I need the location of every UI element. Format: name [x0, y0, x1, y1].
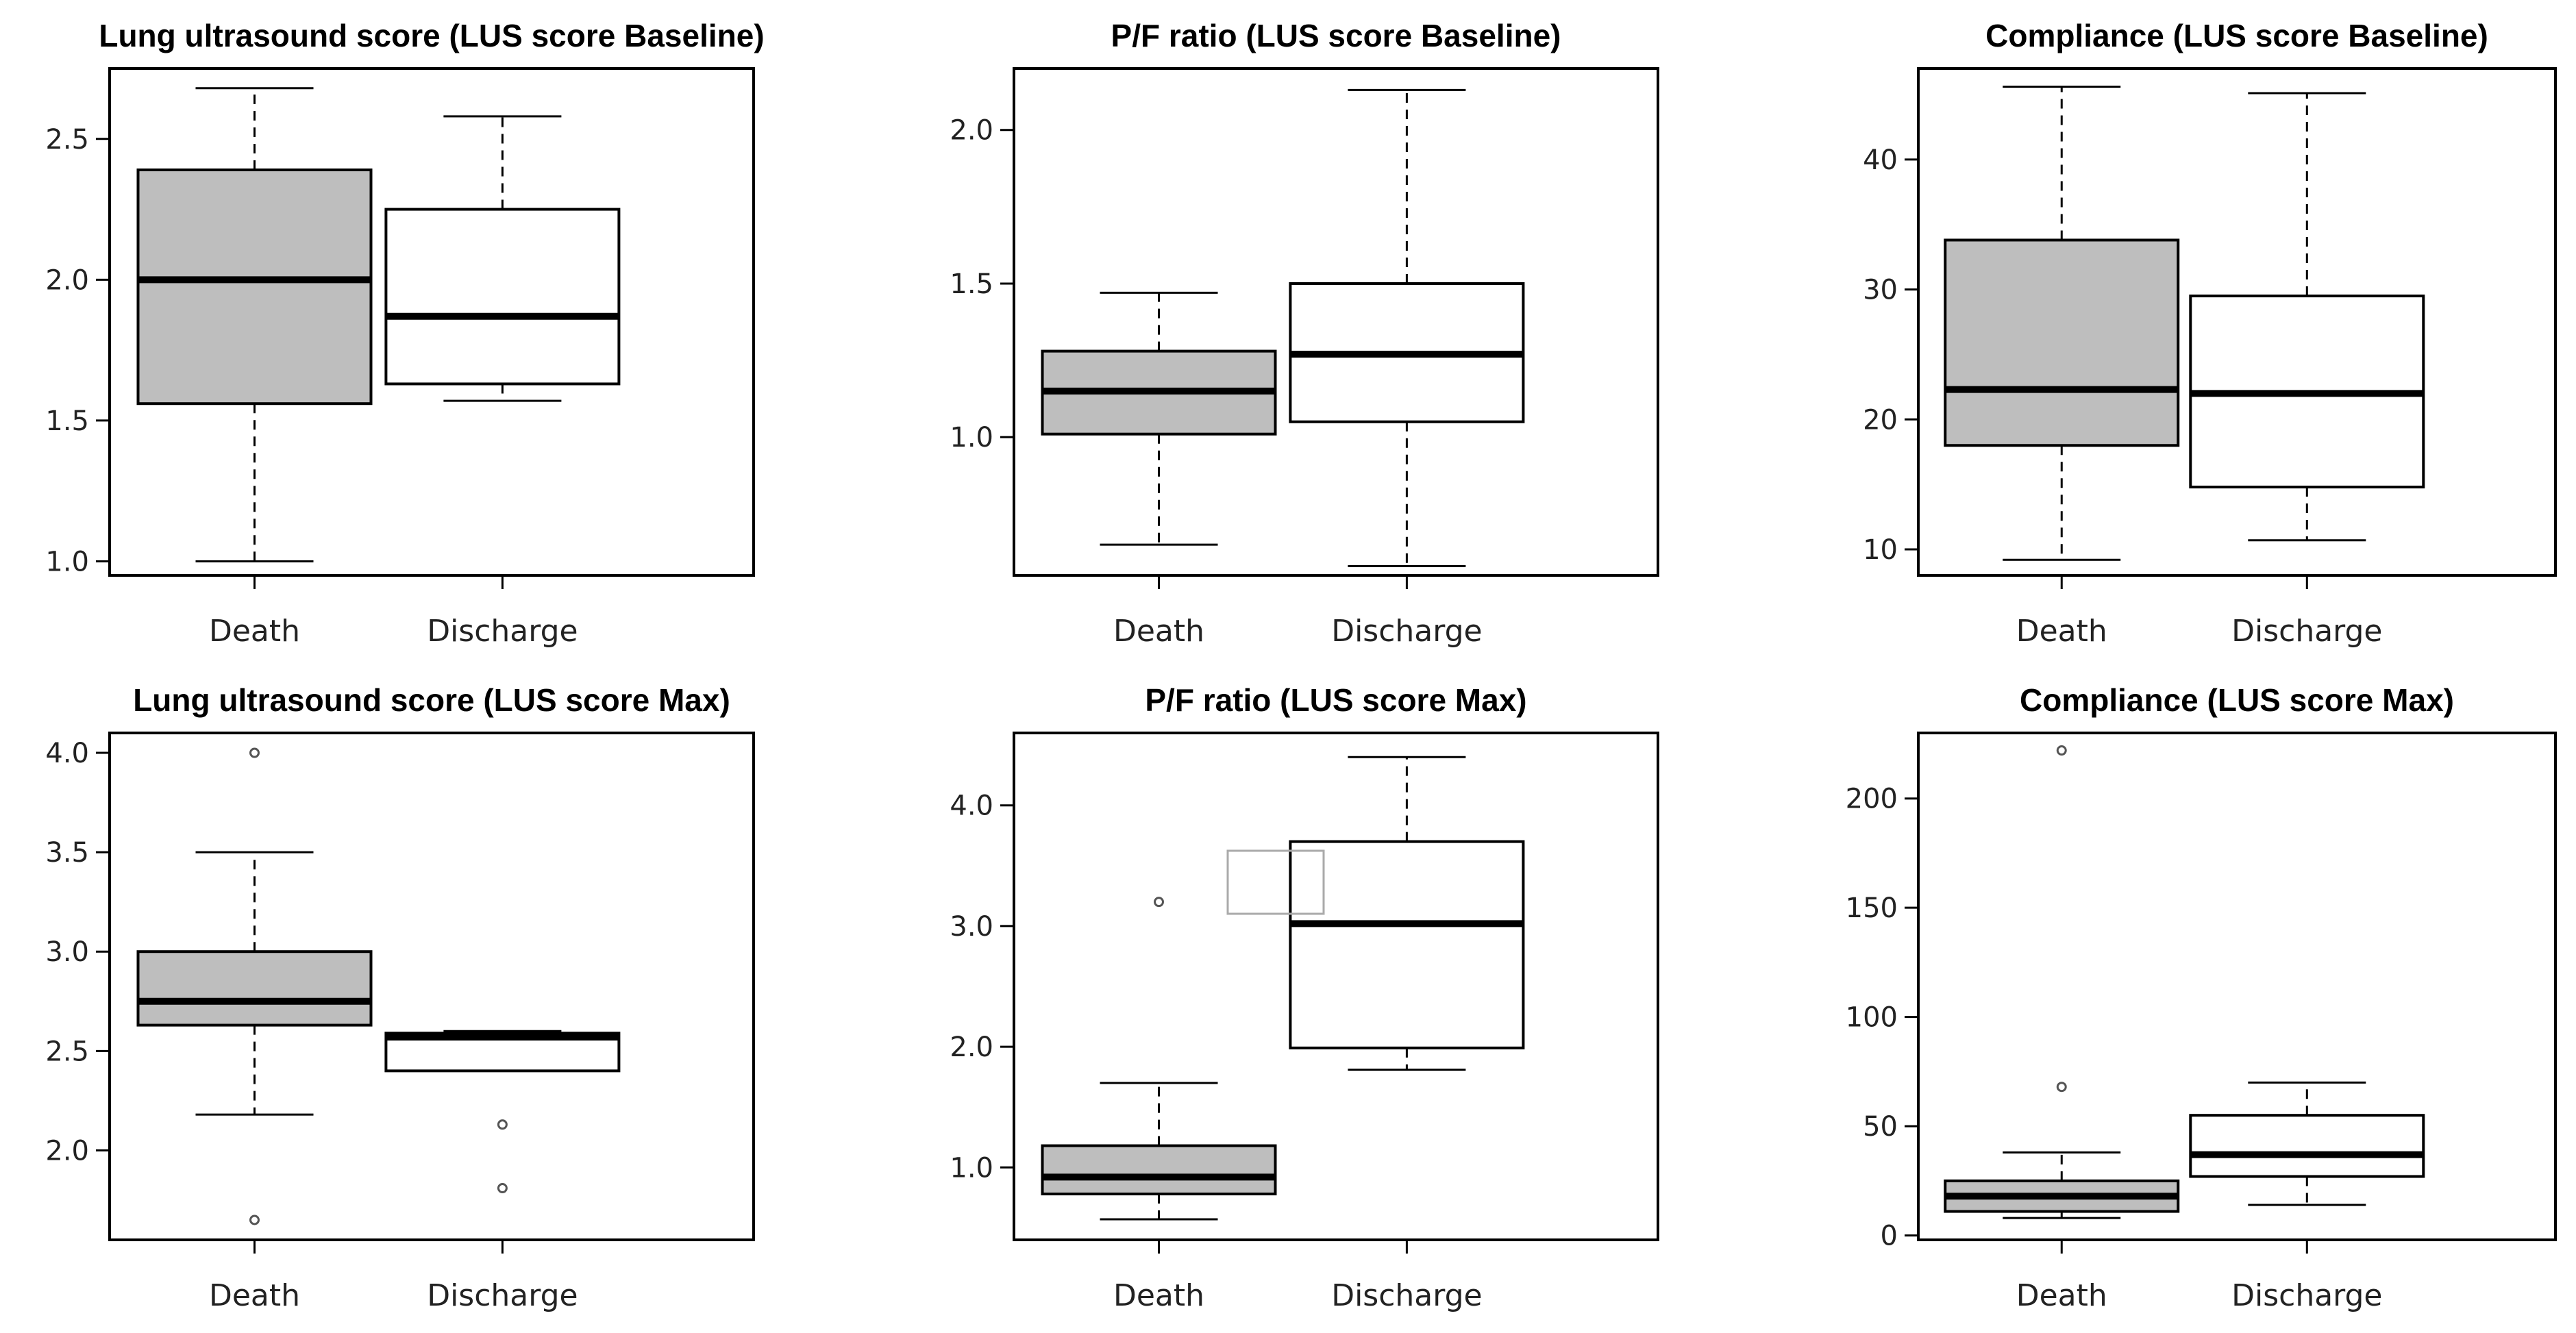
y-tick-label: 3.5	[45, 837, 89, 869]
outlier-point	[249, 747, 260, 758]
y-tick-label: 2.0	[45, 1135, 89, 1167]
x-category-label: Death	[2016, 614, 2107, 649]
box-discharge	[2189, 92, 2425, 542]
x-category-label: Death	[1113, 1278, 1204, 1313]
box-discharge	[1289, 756, 1525, 1071]
plot-frame	[108, 732, 755, 1241]
box-discharge	[2189, 1081, 2425, 1206]
box-death	[1041, 291, 1277, 546]
box-death	[1944, 745, 2180, 1219]
y-tick-label: 2.0	[950, 1032, 993, 1063]
iqr-box	[1944, 238, 2180, 447]
x-category-label: Discharge	[1331, 614, 1482, 649]
outlier-point	[497, 1183, 508, 1194]
x-category-label: Death	[1113, 614, 1204, 649]
y-tick-label: 1.0	[45, 546, 89, 577]
x-category-label: Discharge	[2231, 1278, 2382, 1313]
y-tick-label: 100	[1846, 1002, 1898, 1034]
panel-2: P/F ratio (LUS score Baseline) 1.0 1.5 2.0 D…	[950, 18, 1659, 649]
x-category-label: Death	[209, 614, 300, 649]
iqr-box	[1041, 1144, 1277, 1196]
x-category-label: Death	[2016, 1278, 2107, 1313]
y-tick-label: 30	[1863, 275, 1898, 306]
panel-6: Compliance (LUS score Max) 0 50 100 150 200 De…	[1846, 682, 2557, 1313]
panel-title: Compliance (LUS score Max)	[2020, 682, 2454, 718]
panel-title: P/F ratio (LUS score Baseline)	[1111, 18, 1561, 53]
panel-3: Compliance (LUS score Baseline) 10 20 30 40 D…	[1863, 18, 2557, 649]
panel-5: P/F ratio (LUS score Max) 1.0 2.0 3.0 4.0 Dea…	[950, 682, 1659, 1313]
x-category-label: Death	[209, 1278, 300, 1313]
plot-frame	[1013, 67, 1659, 577]
y-tick-label: 40	[1863, 145, 1898, 176]
y-tick-label: 10	[1863, 534, 1898, 566]
panel-title: P/F ratio (LUS score Max)	[1145, 682, 1526, 718]
box-discharge	[384, 115, 621, 402]
outlier-point	[497, 1119, 508, 1130]
box-discharge	[384, 1030, 621, 1194]
y-tick-label: 2.5	[45, 1036, 89, 1067]
panel-title: Lung ultrasound score (LUS score Baselin…	[99, 18, 764, 53]
box-death	[136, 87, 373, 562]
y-tick-label: 1.5	[950, 269, 993, 300]
panel-4: Lung ultrasound score (LUS score Max) 2.0…	[45, 682, 755, 1313]
plot-frame	[1013, 732, 1659, 1241]
y-tick-label: 50	[1863, 1111, 1898, 1143]
y-tick-label: 150	[1846, 893, 1898, 924]
y-tick-label: 4.0	[45, 738, 89, 769]
panel-1: Lung ultrasound score (LUS score Baselin…	[45, 18, 764, 649]
plot-frame	[1917, 67, 2557, 577]
x-category-label: Discharge	[1331, 1278, 1482, 1313]
y-tick-label: 3.0	[45, 936, 89, 968]
box-death	[1041, 897, 1277, 1221]
y-tick-label: 1.0	[950, 1152, 993, 1184]
x-category-label: Discharge	[2231, 614, 2382, 649]
empty-legend-box	[1226, 849, 1325, 915]
outlier-point	[2056, 745, 2067, 756]
box-death	[1944, 86, 2180, 561]
y-tick-label: 1.0	[950, 422, 993, 453]
y-tick-label: 200	[1846, 784, 1898, 815]
panel-title: Lung ultrasound score (LUS score Max)	[133, 682, 730, 718]
y-tick-label: 4.0	[950, 790, 993, 822]
plot-frame	[108, 67, 755, 577]
y-tick-label: 2.5	[45, 124, 89, 155]
y-tick-label: 1.5	[45, 406, 89, 437]
x-category-label: Discharge	[427, 1278, 578, 1313]
iqr-box	[136, 950, 373, 1027]
y-tick-label: 2.0	[950, 115, 993, 147]
outlier-point	[249, 1214, 260, 1225]
outlier-point	[2056, 1082, 2067, 1093]
iqr-box	[136, 169, 373, 406]
y-tick-label: 3.0	[950, 911, 993, 943]
iqr-box	[384, 208, 621, 386]
iqr-box	[1289, 840, 1525, 1049]
y-tick-label: 2.0	[45, 264, 89, 296]
panel-title: Compliance (LUS score Baseline)	[1985, 18, 2488, 53]
box-discharge	[1289, 88, 1525, 568]
y-tick-label: 20	[1863, 404, 1898, 436]
box-death	[136, 747, 373, 1225]
outlier-point	[1154, 897, 1164, 908]
y-tick-label: 0	[1881, 1221, 1898, 1252]
plot-frame	[1917, 732, 2557, 1241]
iqr-box	[2189, 1114, 2425, 1178]
x-category-label: Discharge	[427, 614, 578, 649]
